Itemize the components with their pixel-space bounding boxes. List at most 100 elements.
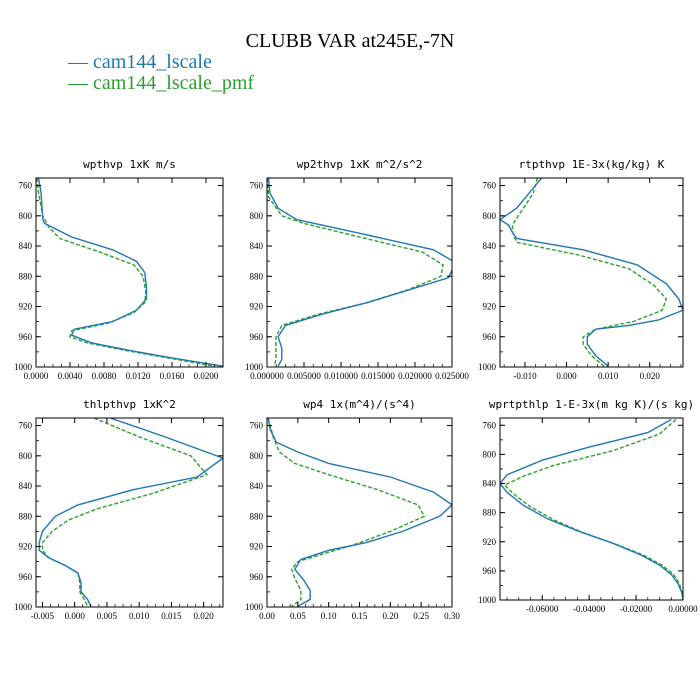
y-tick-label: 1000 <box>478 362 497 372</box>
x-tick-label: 0.15 <box>352 611 368 621</box>
y-tick-label: 840 <box>483 479 497 489</box>
series-line-lscale-pmf <box>36 178 215 367</box>
panel-title: wprtpthlp 1-E-3x(m kg K)/(s kg) <box>489 398 694 411</box>
figure-title: CLUBB VAR at245E,-7N <box>245 30 455 52</box>
x-tick-label: -0.005 <box>31 611 55 621</box>
legend-entry-lscale-pmf: — cam144_lscale_pmf <box>68 72 255 94</box>
y-tick-label: 1000 <box>245 602 264 612</box>
series-line-lscale <box>500 418 683 600</box>
plot-frame <box>35 177 224 368</box>
x-tick-label: 0.020 <box>640 371 661 381</box>
legend-label: cam144_lscale_pmf <box>93 72 255 94</box>
y-tick-label: 1000 <box>245 362 264 372</box>
panel-5: wp4 1x(m^4)/(s^4)76080084088092096010000… <box>245 398 460 621</box>
x-tick-label: 0.0000 <box>24 371 49 381</box>
x-tick-label: 0.015 <box>161 611 182 621</box>
x-tick-label: 0.005000 <box>287 371 321 381</box>
y-tick-label: 960 <box>250 572 264 582</box>
series-line-lscale-pmf <box>503 418 683 600</box>
x-tick-label: 0.025000 <box>435 371 469 381</box>
y-tick-label: 1000 <box>14 362 33 372</box>
plot-frame <box>266 177 453 368</box>
x-tick-label: 0.20 <box>382 611 398 621</box>
y-tick-label: 760 <box>19 421 33 431</box>
y-tick-label: 960 <box>483 332 497 342</box>
y-tick-label: 960 <box>19 572 33 582</box>
y-tick-label: 800 <box>483 449 497 459</box>
series-line-lscale <box>500 178 683 367</box>
x-tick-label: 0.010 <box>129 611 150 621</box>
x-tick-label: 0.000 <box>556 371 577 381</box>
panel-3: rtpthvp 1E-3x(kg/kg) K 760 800 840 880 920 960… <box>478 158 684 381</box>
panel-title: wp2thvp 1xK m^2/s^2 <box>297 158 423 171</box>
x-tick-label: 0.00000 <box>668 604 698 614</box>
y-tick-label: 760 <box>250 181 264 191</box>
x-tick-label: 0.05 <box>290 611 306 621</box>
y-tick-label: 760 <box>483 420 497 430</box>
y-tick-label: 840 <box>250 241 264 251</box>
y-tick-label: 800 <box>250 451 264 461</box>
y-tick-label: 1000 <box>14 602 33 612</box>
y-tick-label: 880 <box>19 271 33 281</box>
series-line-lscale-pmf <box>41 418 209 607</box>
y-tick-label: 760 <box>483 181 497 191</box>
y-tick-label: 960 <box>19 332 33 342</box>
x-tick-label: -0.010 <box>513 371 537 381</box>
series-line-lscale-pmf <box>267 418 426 607</box>
plot-frame <box>499 177 684 368</box>
x-tick-label: 0.30 <box>444 611 460 621</box>
x-tick-label: 0.010 <box>598 371 619 381</box>
x-tick-label: 0.000000 <box>250 371 284 381</box>
panel-1: wpthvp 1xK m/s76080084088092096010000.00… <box>14 158 224 381</box>
y-tick-label: 800 <box>483 211 497 221</box>
y-tick-label: 800 <box>19 451 33 461</box>
x-tick-label: 0.0080 <box>92 371 117 381</box>
y-tick-label: 920 <box>483 537 497 547</box>
series-line-lscale <box>38 418 223 607</box>
panel-title: wp4 1x(m^4)/(s^4) <box>303 398 416 411</box>
y-tick-label: 840 <box>483 241 497 251</box>
x-tick-label: 0.0200 <box>194 371 219 381</box>
panel-title: rtpthvp 1E-3x(kg/kg) K <box>519 158 665 171</box>
x-tick-label: 0.005 <box>97 611 118 621</box>
y-tick-label: 760 <box>19 181 33 191</box>
x-tick-label: -0.04000 <box>573 604 606 614</box>
y-tick-label: 920 <box>19 542 33 552</box>
y-tick-label: 760 <box>250 421 264 431</box>
panel-6: wprtpthlp 1-E-3x(m kg K)/(s kg) 760 800 840… <box>478 398 698 614</box>
panel-title: wpthvp 1xK m/s <box>83 158 176 171</box>
y-tick-label: 880 <box>250 271 264 281</box>
series-line-lscale <box>267 178 452 367</box>
y-tick-label: 840 <box>19 241 33 251</box>
plot-frame <box>499 417 684 601</box>
series-line-lscale <box>267 418 452 607</box>
y-tick-label: 880 <box>19 511 33 521</box>
y-tick-label: 800 <box>19 211 33 221</box>
panel-title: thlpthvp 1xK^2 <box>83 398 176 411</box>
y-tick-label: 800 <box>250 211 264 221</box>
y-tick-label: 960 <box>483 566 497 576</box>
legend-label: cam144_lscale <box>93 51 212 73</box>
x-tick-label: 0.25 <box>413 611 429 621</box>
y-tick-label: 880 <box>483 508 497 518</box>
x-tick-label: 0.0120 <box>126 371 151 381</box>
series-line-lscale-pmf <box>267 178 444 367</box>
x-tick-label: 0.020 <box>194 611 215 621</box>
x-tick-label: 0.00 <box>259 611 275 621</box>
x-tick-label: 0.020000 <box>398 371 432 381</box>
y-tick-label: 880 <box>483 271 497 281</box>
y-tick-label: 920 <box>19 302 33 312</box>
plot-frame <box>35 417 224 608</box>
y-tick-label: 1000 <box>478 595 497 605</box>
x-tick-label: 0.015000 <box>361 371 395 381</box>
x-tick-label: 0.10 <box>321 611 337 621</box>
y-tick-label: 960 <box>250 332 264 342</box>
panel-4: thlpthvp 1xK^2 760 800 840 880 920 960 1000-0.0… <box>14 398 224 621</box>
y-tick-label: 840 <box>250 481 264 491</box>
x-tick-label: 0.0160 <box>160 371 185 381</box>
plot-frame <box>266 417 453 608</box>
x-tick-label: -0.02000 <box>620 604 653 614</box>
y-tick-label: 920 <box>483 302 497 312</box>
panel-2: wp2thvp 1xK m^2/s^2 760 800 840 880 920 960 100… <box>245 158 469 381</box>
